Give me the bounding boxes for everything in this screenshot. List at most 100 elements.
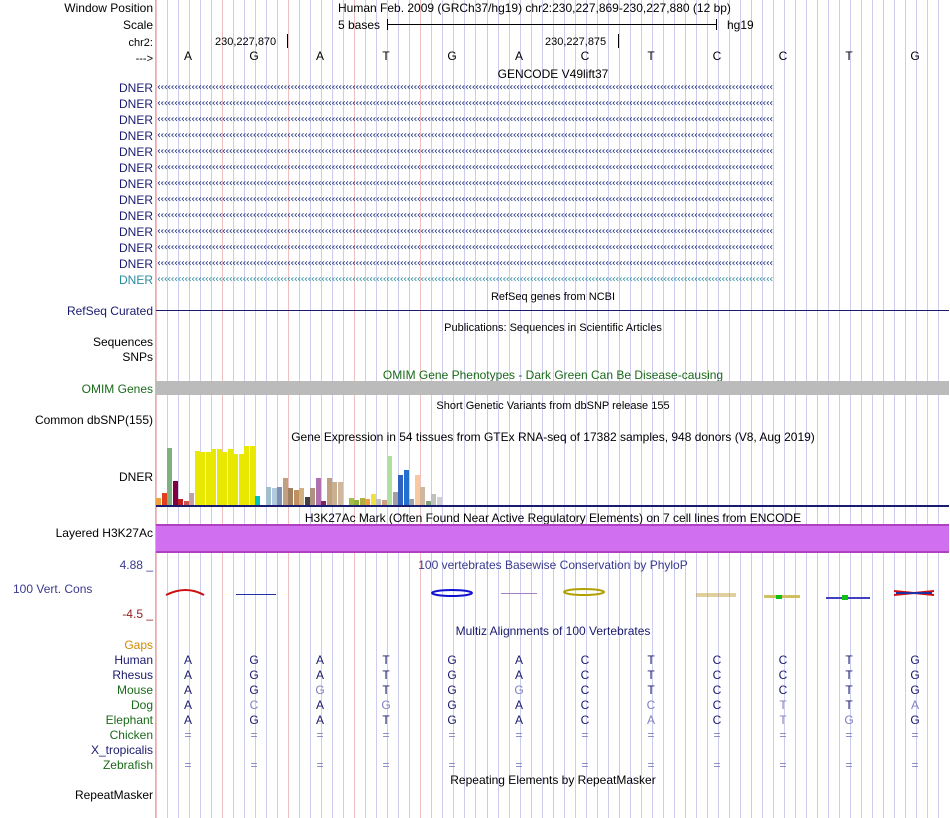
phylop-title[interactable]: 100 vertebrates Basewise Conservation by…	[418, 558, 688, 572]
multiz-gaps-label[interactable]: Gaps	[124, 638, 153, 652]
species-label[interactable]: Zebrafish	[102, 758, 153, 772]
gtex-tissue-bar[interactable]	[167, 448, 172, 505]
species-label[interactable]: Elephant	[105, 713, 153, 727]
h3k27ac-title[interactable]: H3K27Ac Mark (Often Found Near Active Re…	[304, 511, 802, 525]
dbsnp-label[interactable]: Common dbSNP(155)	[34, 413, 153, 427]
gtex-tissue-bar[interactable]	[222, 452, 227, 505]
gtex-tissue-bar[interactable]	[404, 470, 409, 505]
h3k27ac-signal[interactable]	[156, 524, 949, 553]
gtex-tissue-bar[interactable]	[327, 478, 332, 505]
gtex-tissue-bar[interactable]	[354, 500, 359, 505]
species-label[interactable]: Dog	[130, 698, 153, 712]
gtex-tissue-bar[interactable]	[349, 498, 354, 505]
gencode-transcript[interactable]: ‹‹‹‹‹‹‹‹‹‹‹‹‹‹‹‹‹‹‹‹‹‹‹‹‹‹‹‹‹‹‹‹‹‹‹‹‹‹‹‹…	[156, 243, 774, 253]
publications-snps-label[interactable]: SNPs	[122, 350, 153, 364]
gtex-tissue-bar[interactable]	[250, 446, 255, 505]
species-label[interactable]: Rhesus	[112, 668, 153, 682]
gtex-tissue-bar[interactable]	[189, 493, 194, 505]
gtex-tissue-bar[interactable]	[233, 454, 238, 505]
gencode-gene-label[interactable]: DNER	[118, 113, 153, 127]
gtex-tissue-bar[interactable]	[283, 478, 288, 505]
gencode-transcript[interactable]: ‹‹‹‹‹‹‹‹‹‹‹‹‹‹‹‹‹‹‹‹‹‹‹‹‹‹‹‹‹‹‹‹‹‹‹‹‹‹‹‹…	[156, 99, 774, 109]
gtex-tissue-bar[interactable]	[266, 487, 271, 505]
gtex-tissue-bar[interactable]	[393, 492, 398, 505]
gtex-tissue-bar[interactable]	[277, 487, 282, 505]
gtex-tissue-bar[interactable]	[426, 501, 431, 505]
publications-sequences-label[interactable]: Sequences	[92, 335, 153, 349]
gtex-tissue-bar[interactable]	[244, 446, 249, 505]
gtex-tissue-bar[interactable]	[382, 500, 387, 505]
gencode-transcript[interactable]: ‹‹‹‹‹‹‹‹‹‹‹‹‹‹‹‹‹‹‹‹‹‹‹‹‹‹‹‹‹‹‹‹‹‹‹‹‹‹‹‹…	[156, 115, 774, 125]
gencode-transcript[interactable]: ‹‹‹‹‹‹‹‹‹‹‹‹‹‹‹‹‹‹‹‹‹‹‹‹‹‹‹‹‹‹‹‹‹‹‹‹‹‹‹‹…	[156, 275, 774, 285]
gencode-gene-label[interactable]: DNER	[118, 145, 153, 159]
gencode-gene-label[interactable]: DNER	[118, 193, 153, 207]
gtex-tissue-bar[interactable]	[371, 494, 376, 505]
gencode-transcript[interactable]: ‹‹‹‹‹‹‹‹‹‹‹‹‹‹‹‹‹‹‹‹‹‹‹‹‹‹‹‹‹‹‹‹‹‹‹‹‹‹‹‹…	[156, 179, 774, 189]
gencode-title[interactable]: GENCODE V49lift37	[497, 67, 609, 81]
gtex-tissue-bar[interactable]	[299, 488, 304, 505]
publications-title[interactable]: Publications: Sequences in Scientific Ar…	[444, 322, 662, 334]
gtex-tissue-bar[interactable]	[305, 497, 310, 505]
gencode-gene-label[interactable]: DNER	[118, 97, 153, 111]
gtex-tissue-bar[interactable]	[255, 496, 260, 505]
gencode-transcript[interactable]: ‹‹‹‹‹‹‹‹‹‹‹‹‹‹‹‹‹‹‹‹‹‹‹‹‹‹‹‹‹‹‹‹‹‹‹‹‹‹‹‹…	[156, 147, 774, 157]
gencode-gene-label[interactable]: DNER	[118, 209, 153, 223]
species-label[interactable]: Chicken	[109, 728, 153, 742]
gencode-transcript[interactable]: ‹‹‹‹‹‹‹‹‹‹‹‹‹‹‹‹‹‹‹‹‹‹‹‹‹‹‹‹‹‹‹‹‹‹‹‹‹‹‹‹…	[156, 195, 774, 205]
refseq-label[interactable]: RefSeq Curated	[66, 304, 153, 318]
h3k27ac-label[interactable]: Layered H3K27Ac	[55, 526, 153, 540]
gencode-transcript[interactable]: ‹‹‹‹‹‹‹‹‹‹‹‹‹‹‹‹‹‹‹‹‹‹‹‹‹‹‹‹‹‹‹‹‹‹‹‹‹‹‹‹…	[156, 131, 774, 141]
gtex-tissue-bar[interactable]	[437, 497, 442, 505]
gtex-tissue-bar[interactable]	[316, 478, 321, 505]
gencode-transcript[interactable]: ‹‹‹‹‹‹‹‹‹‹‹‹‹‹‹‹‹‹‹‹‹‹‹‹‹‹‹‹‹‹‹‹‹‹‹‹‹‹‹‹…	[156, 227, 774, 237]
gtex-tissue-bar[interactable]	[294, 490, 299, 505]
gtex-tissue-bar[interactable]	[195, 451, 200, 505]
species-label[interactable]: Mouse	[116, 683, 153, 697]
repeatmasker-title[interactable]: Repeating Elements by RepeatMasker	[450, 773, 656, 787]
gencode-gene-label[interactable]: DNER	[118, 225, 153, 239]
gtex-tissue-bar[interactable]	[228, 449, 233, 505]
multiz-title[interactable]: Multiz Alignments of 100 Vertebrates	[455, 624, 651, 638]
gtex-tissue-bar[interactable]	[321, 501, 326, 505]
gtex-tissue-bar[interactable]	[239, 454, 244, 505]
gtex-tissue-bar[interactable]	[211, 449, 216, 505]
omim-title[interactable]: OMIM Gene Phenotypes - Dark Green Can Be…	[382, 368, 724, 382]
gencode-transcript[interactable]: ‹‹‹‹‹‹‹‹‹‹‹‹‹‹‹‹‹‹‹‹‹‹‹‹‹‹‹‹‹‹‹‹‹‹‹‹‹‹‹‹…	[156, 211, 774, 221]
gtex-tissue-bar[interactable]	[206, 452, 211, 505]
gtex-tissue-bar[interactable]	[360, 498, 365, 505]
gtex-tissue-bar[interactable]	[376, 499, 381, 505]
phylop-label[interactable]: 100 Vert. Cons	[13, 582, 93, 596]
gtex-title[interactable]: Gene Expression in 54 tissues from GTEx …	[291, 430, 815, 444]
repeatmasker-label[interactable]: RepeatMasker	[74, 788, 153, 802]
gtex-gene-label[interactable]: DNER	[118, 470, 153, 484]
gtex-tissue-bar[interactable]	[272, 488, 277, 505]
gtex-tissue-bar[interactable]	[431, 494, 436, 505]
phylop-logo[interactable]	[156, 585, 950, 605]
omim-feature-bar[interactable]	[156, 381, 949, 395]
gtex-tissue-bar[interactable]	[420, 487, 425, 505]
gtex-tissue-bar[interactable]	[288, 488, 293, 505]
refseq-title[interactable]: RefSeq genes from NCBI	[490, 291, 616, 303]
gtex-tissue-bar[interactable]	[387, 456, 392, 505]
gtex-tissue-bar[interactable]	[398, 475, 403, 505]
species-label[interactable]: X_tropicalis	[90, 743, 153, 757]
gencode-gene-label[interactable]: DNER	[118, 257, 153, 271]
gencode-transcript[interactable]: ‹‹‹‹‹‹‹‹‹‹‹‹‹‹‹‹‹‹‹‹‹‹‹‹‹‹‹‹‹‹‹‹‹‹‹‹‹‹‹‹…	[156, 83, 774, 93]
gtex-tissue-bar[interactable]	[178, 499, 183, 505]
omim-label[interactable]: OMIM Genes	[81, 382, 153, 396]
gtex-tissue-bar[interactable]	[217, 449, 222, 505]
gencode-gene-label[interactable]: DNER	[118, 81, 153, 95]
gtex-tissue-bar[interactable]	[365, 499, 370, 505]
refseq-feature-line[interactable]	[156, 310, 949, 311]
gencode-transcript[interactable]: ‹‹‹‹‹‹‹‹‹‹‹‹‹‹‹‹‹‹‹‹‹‹‹‹‹‹‹‹‹‹‹‹‹‹‹‹‹‹‹‹…	[156, 163, 774, 173]
species-label[interactable]: Human	[114, 653, 153, 667]
dbsnp-title[interactable]: Short Genetic Variants from dbSNP releas…	[436, 400, 670, 412]
gtex-tissue-bar[interactable]	[184, 501, 189, 505]
gtex-tissue-bar[interactable]	[200, 452, 205, 505]
gtex-tissue-bar[interactable]	[409, 499, 414, 505]
gtex-tissue-bar[interactable]	[156, 498, 161, 505]
gencode-gene-label[interactable]: DNER	[118, 161, 153, 175]
gencode-gene-label[interactable]: DNER	[118, 273, 153, 287]
gtex-bar-chart[interactable]	[156, 445, 556, 505]
label-separator[interactable]	[155, 0, 156, 818]
